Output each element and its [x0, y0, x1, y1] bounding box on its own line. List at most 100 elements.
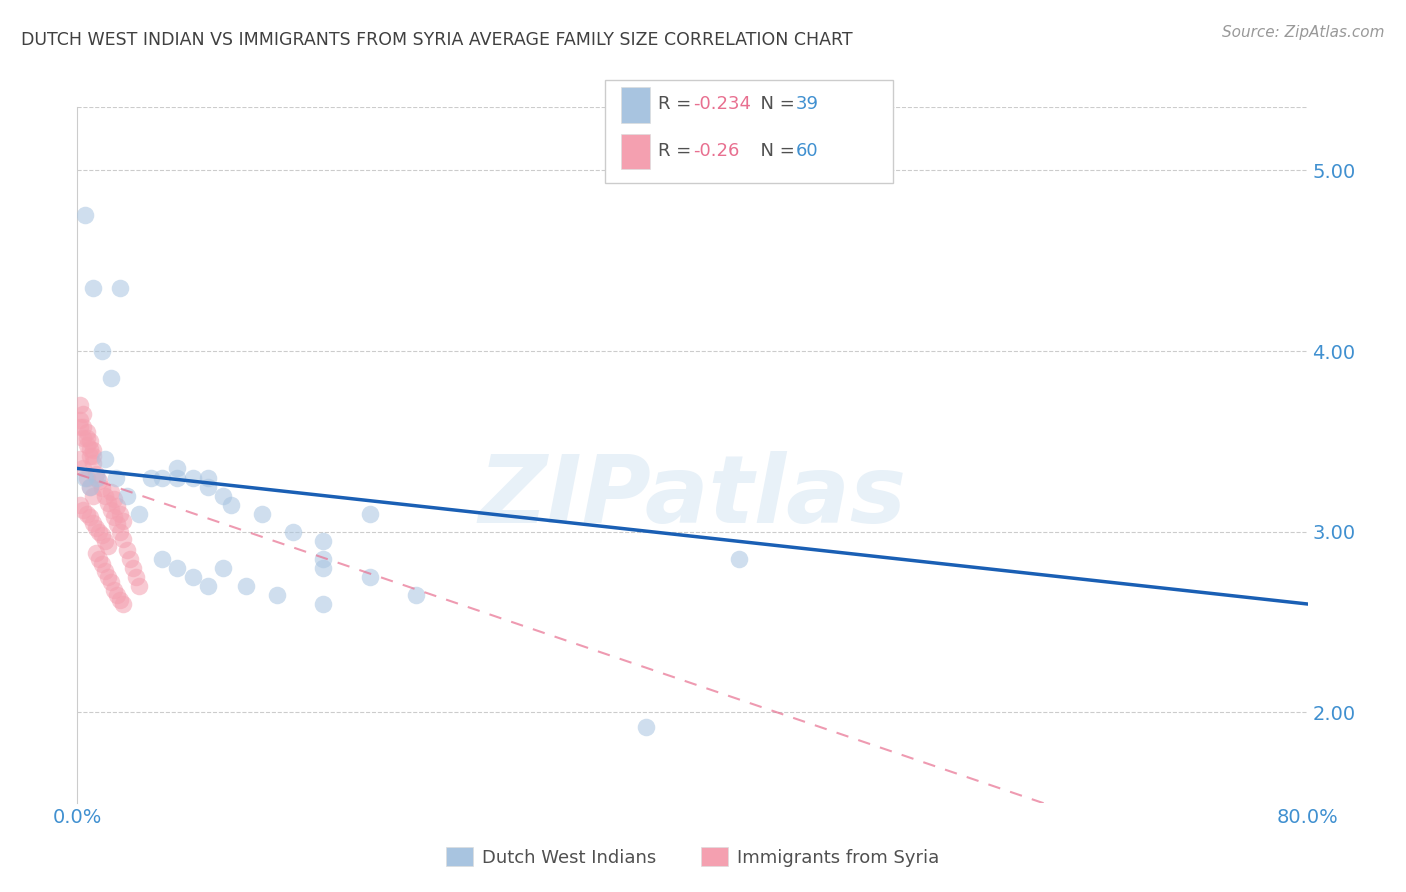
- Point: [110, 507, 132, 521]
- Point: [72, 461, 94, 475]
- Point: [79, 479, 101, 493]
- Point: [73, 470, 96, 484]
- Point: [84, 546, 107, 560]
- Point: [82, 456, 104, 470]
- Point: [110, 281, 132, 295]
- Point: [76, 431, 98, 445]
- Point: [94, 452, 117, 467]
- Text: 60: 60: [796, 142, 818, 160]
- Point: [87, 524, 110, 539]
- Point: [76, 425, 98, 440]
- Point: [86, 470, 108, 484]
- Text: 39: 39: [796, 95, 818, 112]
- Point: [312, 551, 335, 566]
- Text: Source: ZipAtlas.com: Source: ZipAtlas.com: [1222, 25, 1385, 40]
- Point: [166, 561, 188, 575]
- Point: [90, 344, 114, 359]
- Point: [197, 579, 219, 593]
- Point: [104, 470, 127, 484]
- Point: [94, 489, 117, 503]
- Point: [312, 533, 335, 548]
- Point: [73, 209, 96, 223]
- Point: [110, 524, 132, 539]
- Text: N =: N =: [749, 142, 801, 160]
- Text: DUTCH WEST INDIAN VS IMMIGRANTS FROM SYRIA AVERAGE FAMILY SIZE CORRELATION CHART: DUTCH WEST INDIAN VS IMMIGRANTS FROM SYR…: [21, 31, 852, 49]
- Point: [100, 485, 122, 500]
- Point: [212, 561, 235, 575]
- Point: [115, 489, 138, 503]
- Point: [79, 434, 101, 449]
- Point: [181, 470, 204, 484]
- Text: N =: N =: [749, 95, 801, 112]
- Point: [281, 524, 304, 539]
- Point: [90, 481, 114, 495]
- Point: [76, 507, 98, 521]
- Point: [79, 479, 101, 493]
- Point: [82, 281, 104, 295]
- Point: [250, 507, 273, 521]
- Point: [125, 570, 148, 584]
- Point: [94, 533, 117, 548]
- Point: [181, 570, 204, 584]
- Point: [82, 489, 104, 503]
- Point: [69, 452, 91, 467]
- Point: [235, 579, 257, 593]
- Point: [359, 570, 381, 584]
- Legend: Dutch West Indians, Immigrants from Syria: Dutch West Indians, Immigrants from Syri…: [439, 840, 946, 874]
- Point: [72, 431, 94, 445]
- Text: R =: R =: [658, 95, 697, 112]
- Point: [97, 496, 120, 510]
- Point: [112, 532, 135, 546]
- Point: [69, 420, 91, 434]
- Point: [636, 720, 658, 734]
- Point: [197, 479, 219, 493]
- Point: [90, 558, 114, 572]
- Point: [84, 467, 107, 481]
- Point: [79, 449, 101, 463]
- Point: [312, 597, 335, 611]
- Point: [112, 597, 135, 611]
- Point: [727, 551, 749, 566]
- Point: [197, 470, 219, 484]
- Point: [82, 449, 104, 463]
- Point: [105, 588, 128, 602]
- Point: [405, 588, 427, 602]
- Point: [72, 407, 94, 421]
- Point: [100, 575, 122, 590]
- Text: ZIPatlas: ZIPatlas: [478, 450, 907, 542]
- Point: [150, 551, 173, 566]
- Point: [103, 582, 125, 597]
- Point: [69, 398, 91, 412]
- Point: [90, 528, 114, 542]
- Point: [115, 542, 138, 557]
- Point: [72, 503, 94, 517]
- Point: [150, 470, 173, 484]
- Point: [82, 443, 104, 458]
- Point: [359, 507, 381, 521]
- Point: [128, 507, 150, 521]
- Point: [128, 579, 150, 593]
- Point: [72, 420, 94, 434]
- Point: [141, 470, 163, 484]
- Point: [79, 442, 101, 456]
- Point: [121, 561, 143, 575]
- Point: [110, 593, 132, 607]
- Text: -0.26: -0.26: [693, 142, 740, 160]
- Point: [105, 517, 128, 532]
- Point: [76, 470, 98, 484]
- Point: [312, 561, 335, 575]
- Point: [166, 461, 188, 475]
- Point: [166, 470, 188, 484]
- Point: [84, 521, 107, 535]
- Point: [69, 412, 91, 426]
- Point: [219, 498, 242, 512]
- Point: [76, 438, 98, 452]
- Point: [97, 570, 120, 584]
- Point: [82, 516, 104, 530]
- Point: [103, 510, 125, 524]
- Point: [87, 551, 110, 566]
- Point: [266, 588, 288, 602]
- Point: [97, 539, 120, 553]
- Point: [212, 489, 235, 503]
- Point: [79, 510, 101, 524]
